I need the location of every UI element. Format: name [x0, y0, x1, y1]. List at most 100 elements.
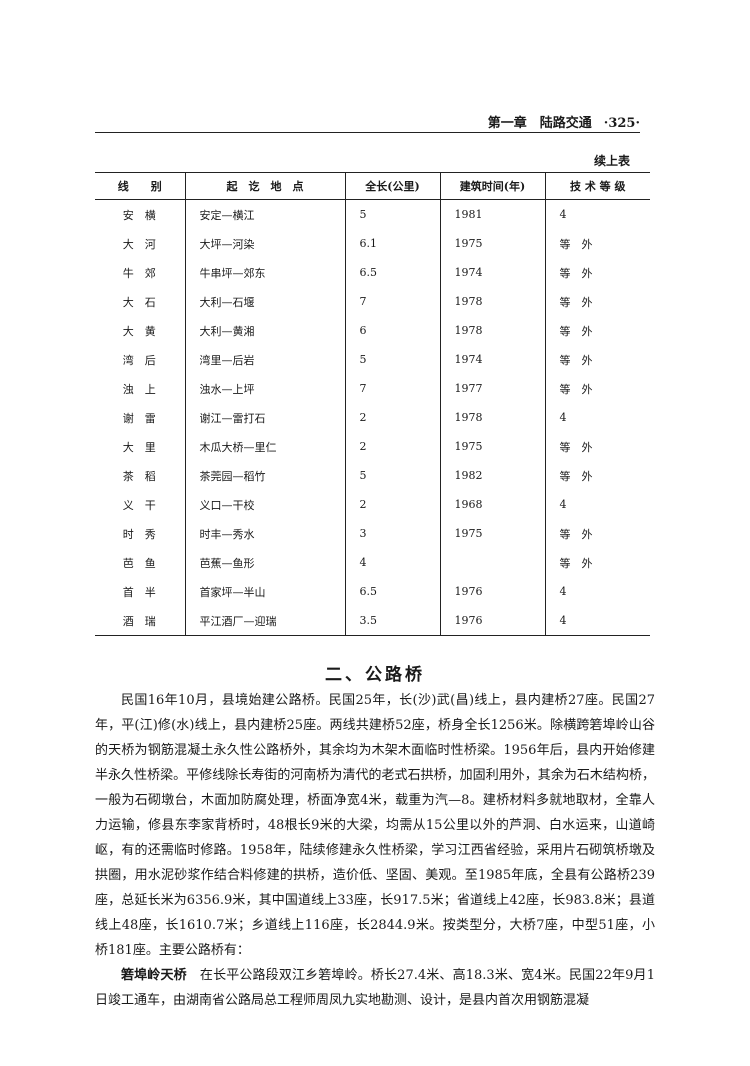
table-cell: 大 河 — [122, 237, 156, 251]
table-cell: 7 — [344, 374, 440, 403]
table-cell: 湾里—后岩 — [184, 345, 345, 374]
table-row: 大 石 大利—石堰 7 1978 等 外 — [95, 287, 650, 316]
table-cell: 1976 — [439, 606, 545, 636]
table-row: 谢 雷 谢江—雷打石 2 1978 4 — [95, 403, 650, 432]
table-cell: 4 — [344, 548, 440, 577]
table-row: 大 河 大坪—河染 6.1 1975 等 外 — [95, 229, 650, 258]
table-cell: 湾 后 — [122, 353, 156, 367]
table-cell: 等 外 — [544, 229, 650, 258]
table-cell: 2 — [344, 432, 440, 461]
table-cell: 木瓜大桥—里仁 — [184, 432, 345, 461]
paragraph: 民国16年10月，县境始建公路桥。民国25年，长(沙)武(昌)线上，县内建桥27… — [95, 693, 655, 958]
section-title: 二、公路桥 — [325, 665, 425, 685]
table-cell: 5 — [344, 199, 440, 229]
table-row: 首 半 首家坪—半山 6.5 1976 4 — [95, 577, 650, 606]
table-cell: 等 外 — [544, 519, 650, 548]
column-header: 线 别 — [95, 172, 185, 200]
table-cell: 3.5 — [344, 606, 440, 636]
table-cell: 1978 — [439, 403, 545, 432]
table-cell: 4 — [544, 606, 650, 636]
table-cell: 4 — [544, 403, 650, 432]
column-header: 建筑时间(年) — [439, 172, 545, 200]
table-cell: 大 黄 — [122, 324, 156, 338]
table-cell: 义 干 — [122, 498, 156, 512]
table-cell: 浊水—上坪 — [184, 374, 345, 403]
table-cell: 时 秀 — [122, 527, 156, 541]
table-cell: 6 — [344, 316, 440, 345]
table-cell: 1968 — [439, 490, 545, 519]
table-cell: 1975 — [439, 519, 545, 548]
table-cell: 1974 — [439, 345, 545, 374]
table-row: 芭 鱼 芭蕉—鱼形 4 等 外 — [95, 548, 650, 577]
table-cell: 首家坪—半山 — [184, 577, 345, 606]
table-cell: 等 外 — [544, 345, 650, 374]
table-cell: 等 外 — [544, 461, 650, 490]
table-cell: 首 半 — [122, 585, 156, 599]
table-cell: 1978 — [439, 287, 545, 316]
table-row: 湾 后 湾里—后岩 5 1974 等 外 — [95, 345, 650, 374]
table-cell: 大 石 — [122, 295, 156, 309]
table-cell: 浊 上 — [122, 382, 156, 396]
column-header: 起 讫 地 点 — [184, 172, 345, 200]
table-cell: 4 — [544, 199, 650, 229]
table-cell: 5 — [344, 461, 440, 490]
table-row: 大 里 木瓜大桥—里仁 2 1975 等 外 — [95, 432, 650, 461]
table-cell: 等 外 — [544, 287, 650, 316]
table-cell: 等 外 — [544, 316, 650, 345]
header-row: 线 别起 讫 地 点全长(公里) 建筑时间(年) 技 术 等 级 — [95, 172, 650, 200]
table-cell: 大利—石堰 — [184, 287, 345, 316]
table-row: 安 横 安定—横江 5 1981 4 — [95, 199, 650, 229]
table-cell: 谢 雷 — [122, 411, 156, 425]
table-row: 酒 瑞平江酒厂—迎瑞 3.5 1976 4 — [95, 606, 650, 636]
page-number: ·325· — [603, 116, 640, 131]
table-row: 浊 上 浊水—上坪 7 1977 等 外 — [95, 374, 650, 403]
table-caption: 续上表 — [593, 154, 630, 168]
table-cell: 等 外 — [544, 548, 650, 577]
road-table: 线 别起 讫 地 点全长(公里) 建筑时间(年) 技 术 等 级 安 横安定—横江 5… — [95, 172, 650, 636]
table-cell — [439, 548, 545, 577]
table-cell: 4 — [544, 577, 650, 606]
table-cell: 7 — [344, 287, 440, 316]
table-cell: 芭 鱼 — [122, 556, 156, 570]
table-row: 大 黄 大利—黄湘 6 1978 等 外 — [95, 316, 650, 345]
table-cell: 牛串坪—郊东 — [184, 258, 345, 287]
table-cell: 平江酒厂—迎瑞 — [184, 606, 345, 636]
table-cell: 1977 — [439, 374, 545, 403]
table-cell: 茶 稻 — [122, 469, 156, 483]
table-cell: 1982 — [439, 461, 545, 490]
table-cell: 3 — [344, 519, 440, 548]
table-cell: 4 — [544, 490, 650, 519]
table-cell: 等 外 — [544, 432, 650, 461]
table-cell: 6.5 — [344, 258, 440, 287]
table-row: 牛 郊 牛串坪—郊东 6.5 1974 等 外 — [95, 258, 650, 287]
bridge-text: 在长平公路段双江乡箬埠岭。桥长27.4米、高18.3米、宽4米。民国22年9月1… — [95, 968, 655, 1008]
table-cell: 谢江—雷打石 — [184, 403, 345, 432]
table-cell: 安 横 — [122, 208, 156, 222]
table-cell: 时丰—秀水 — [184, 519, 345, 548]
chapter: 第一章 陆路交通 — [487, 116, 592, 131]
table-cell: 1981 — [439, 199, 545, 229]
table-cell: 牛 郊 — [122, 266, 156, 280]
table-cell: 1978 — [439, 316, 545, 345]
table-cell: 大利—黄湘 — [184, 316, 345, 345]
table-cell: 5 — [344, 345, 440, 374]
table-row: 义 干 义口—干校 2 1968 4 — [95, 490, 650, 519]
table-cell: 大坪—河染 — [184, 229, 345, 258]
paragraph: 箬埠岭天桥 在长平公路段双江乡箬埠岭。桥长27.4米、高18.3米、宽4米。民国… — [95, 963, 655, 1013]
body-text: 民国16年10月，县境始建公路桥。民国25年，长(沙)武(昌)线上，县内建桥27… — [95, 688, 655, 1013]
table-cell: 1976 — [439, 577, 545, 606]
column-header: 全长(公里) — [344, 172, 440, 200]
table-cell: 大 里 — [122, 440, 156, 454]
column-header: 技 术 等 级 — [544, 172, 650, 200]
table-cell: 2 — [344, 490, 440, 519]
table-row: 茶 稻 茶莞园—稻竹 5 1982 等 外 — [95, 461, 650, 490]
table-cell: 义口—干校 — [184, 490, 345, 519]
table-cell: 酒 瑞 — [95, 606, 185, 636]
running-header: 第一章 陆路交通 ·325· — [95, 112, 640, 133]
table-cell: 等 外 — [544, 258, 650, 287]
bridge-name: 箬埠岭天桥 — [121, 968, 187, 983]
table-cell: 6.1 — [344, 229, 440, 258]
table-cell: 6.5 — [344, 577, 440, 606]
table-cell: 茶莞园—稻竹 — [184, 461, 345, 490]
